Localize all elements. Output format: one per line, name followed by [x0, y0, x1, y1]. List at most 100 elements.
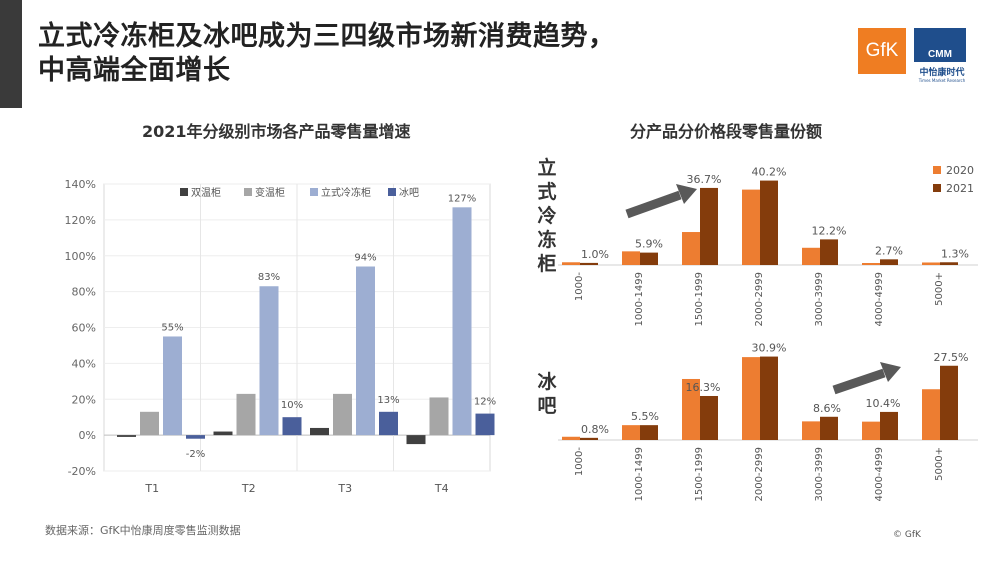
- freezer-xtick-label: 1000-1499: [634, 272, 645, 327]
- icebar-data-label: 10.4%: [866, 397, 901, 410]
- icebar-bar-2000-2999-2021: [760, 356, 778, 440]
- left-bar-T3-双温柜: [310, 427, 329, 436]
- page-title-line1: 立式冷冻柜及冰吧成为三四级市场新消费趋势，: [38, 21, 616, 52]
- left-bar-T2-双温柜: [213, 431, 233, 436]
- icebar-trend-arrow: [832, 368, 886, 395]
- icebar-bar-5000+-2020: [922, 389, 940, 440]
- freezer-bar-1000--2020: [562, 262, 580, 265]
- icebar-xtick-label: 3000-3999: [814, 447, 825, 502]
- freezer-trend-arrow: [625, 190, 682, 219]
- left-ytick-label: 120%: [65, 214, 96, 227]
- icebar-xtick-label: 1000-: [574, 447, 585, 476]
- data-source-note: 数据来源：GfK中怡康周度零售监测数据: [45, 524, 241, 537]
- left-data-label: 127%: [448, 193, 477, 204]
- left-ytick-label: 0%: [79, 429, 96, 442]
- left-xtick-label: T1: [144, 482, 159, 495]
- freezer-xtick-label: 5000+: [934, 272, 945, 306]
- freezer-data-label: 40.2%: [752, 166, 787, 179]
- right-legend-swatch: [933, 184, 941, 192]
- freezer-data-label: 5.9%: [635, 238, 663, 251]
- cmm-logo-sub: Times Market Research: [918, 78, 966, 83]
- icebar-bar-4000-4999-2020: [862, 421, 880, 440]
- gfk-logo: GfK: [858, 28, 906, 74]
- left-ytick-label: 60%: [72, 322, 96, 335]
- left-data-label: 12%: [474, 397, 496, 408]
- copyright-note: © GfK: [893, 530, 921, 540]
- freezer-bar-5000+-2021: [940, 262, 958, 265]
- left-legend-swatch: [310, 188, 318, 196]
- freezer-trend-arrow-head: [676, 184, 697, 204]
- left-data-label: 13%: [377, 395, 399, 406]
- right-legend-label: 2021: [946, 182, 974, 195]
- icebar-bar-2000-2999-2020: [742, 357, 760, 440]
- freezer-xtick-label: 4000-4999: [874, 272, 885, 327]
- freezer-bar-1000-1499-2020: [622, 251, 640, 265]
- left-bar-T2-立式冷冻柜: [259, 286, 279, 436]
- icebar-data-label: 27.5%: [934, 351, 969, 364]
- left-bar-T4-双温柜: [406, 435, 426, 445]
- left-bar-T4-变温柜: [429, 397, 449, 436]
- accent-bar: [0, 0, 22, 108]
- freezer-data-label: 1.3%: [941, 247, 969, 260]
- left-bar-T2-冰吧: [282, 417, 302, 436]
- right-chart-title: 分产品分价格段零售量份额: [630, 122, 823, 141]
- icebar-data-label: 8.6%: [813, 402, 841, 415]
- left-bar-T4-冰吧: [475, 413, 495, 436]
- icebar-bar-1000--2021: [580, 437, 598, 440]
- page-title: 立式冷冻柜及冰吧成为三四级市场新消费趋势， 中高端全面增长: [38, 20, 616, 88]
- left-ytick-label: 140%: [65, 178, 96, 191]
- left-legend-label: 冰吧: [399, 186, 419, 199]
- left-bar-T1-立式冷冻柜: [163, 336, 182, 436]
- icebar-bar-1500-1999-2020: [682, 378, 700, 440]
- left-bar-T1-双温柜: [117, 435, 136, 437]
- cmm-logo-name: 中怡康时代: [919, 68, 965, 78]
- icebar-bar-4000-4999-2021: [880, 411, 898, 440]
- left-bar-T2-变温柜: [236, 393, 256, 436]
- cmm-logo: CMM 中怡康时代 Times Market Research: [914, 28, 970, 88]
- row-label-bar: 冰吧: [537, 371, 557, 417]
- icebar-data-label: 16.3%: [686, 381, 721, 394]
- icebar-data-label: 0.8%: [581, 423, 609, 436]
- left-legend-swatch: [244, 188, 252, 196]
- cmm-logo-box: CMM: [914, 28, 966, 62]
- left-bar-T1-变温柜: [140, 411, 159, 436]
- left-legend-label: 变温柜: [255, 186, 285, 199]
- right-legend-label: 2020: [946, 164, 974, 177]
- left-legend-swatch: [180, 188, 188, 196]
- freezer-data-label: 2.7%: [875, 244, 903, 257]
- icebar-bar-1000-1499-2020: [622, 425, 640, 440]
- freezer-data-label: 12.2%: [812, 224, 847, 237]
- left-bar-T3-变温柜: [333, 393, 352, 436]
- left-legend-label: 立式冷冻柜: [321, 186, 371, 199]
- left-data-label: 55%: [161, 322, 183, 333]
- freezer-bar-1000-1499-2021: [640, 252, 658, 265]
- cmm-logo-text: CMM: [928, 49, 952, 60]
- icebar-bar-1000-1499-2021: [640, 425, 658, 440]
- left-bar-T3-冰吧: [379, 411, 398, 436]
- freezer-bar-4000-4999-2020: [862, 263, 880, 265]
- left-ytick-label: 20%: [72, 393, 96, 406]
- icebar-trend-arrow-head: [880, 362, 901, 382]
- freezer-data-label: 36.7%: [687, 173, 722, 186]
- icebar-bar-1000--2020: [562, 436, 580, 440]
- left-xtick-label: T4: [434, 482, 449, 495]
- icebar-xtick-label: 1000-1499: [634, 447, 645, 502]
- page-title-line2: 中高端全面增长: [38, 55, 231, 86]
- icebar-bar-5000+-2021: [940, 365, 958, 440]
- left-xtick-label: T2: [241, 482, 256, 495]
- left-data-label: -2%: [186, 449, 205, 460]
- freezer-xtick-label: 3000-3999: [814, 272, 825, 327]
- freezer-bar-2000-2999-2021: [760, 180, 778, 265]
- freezer-bar-4000-4999-2021: [880, 259, 898, 265]
- icebar-data-label: 30.9%: [752, 342, 787, 355]
- row-label-freezer: 立式冷冻柜: [537, 157, 557, 275]
- freezer-data-label: 1.0%: [581, 248, 609, 261]
- icebar-bar-1500-1999-2021: [700, 395, 718, 440]
- left-bar-T3-立式冷冻柜: [356, 266, 375, 436]
- icebar-data-label: 5.5%: [631, 410, 659, 423]
- left-data-label: 83%: [258, 272, 280, 283]
- left-legend-label: 双温柜: [191, 186, 221, 199]
- freezer-bar-5000+-2020: [922, 262, 940, 265]
- left-ytick-label: 40%: [72, 357, 96, 370]
